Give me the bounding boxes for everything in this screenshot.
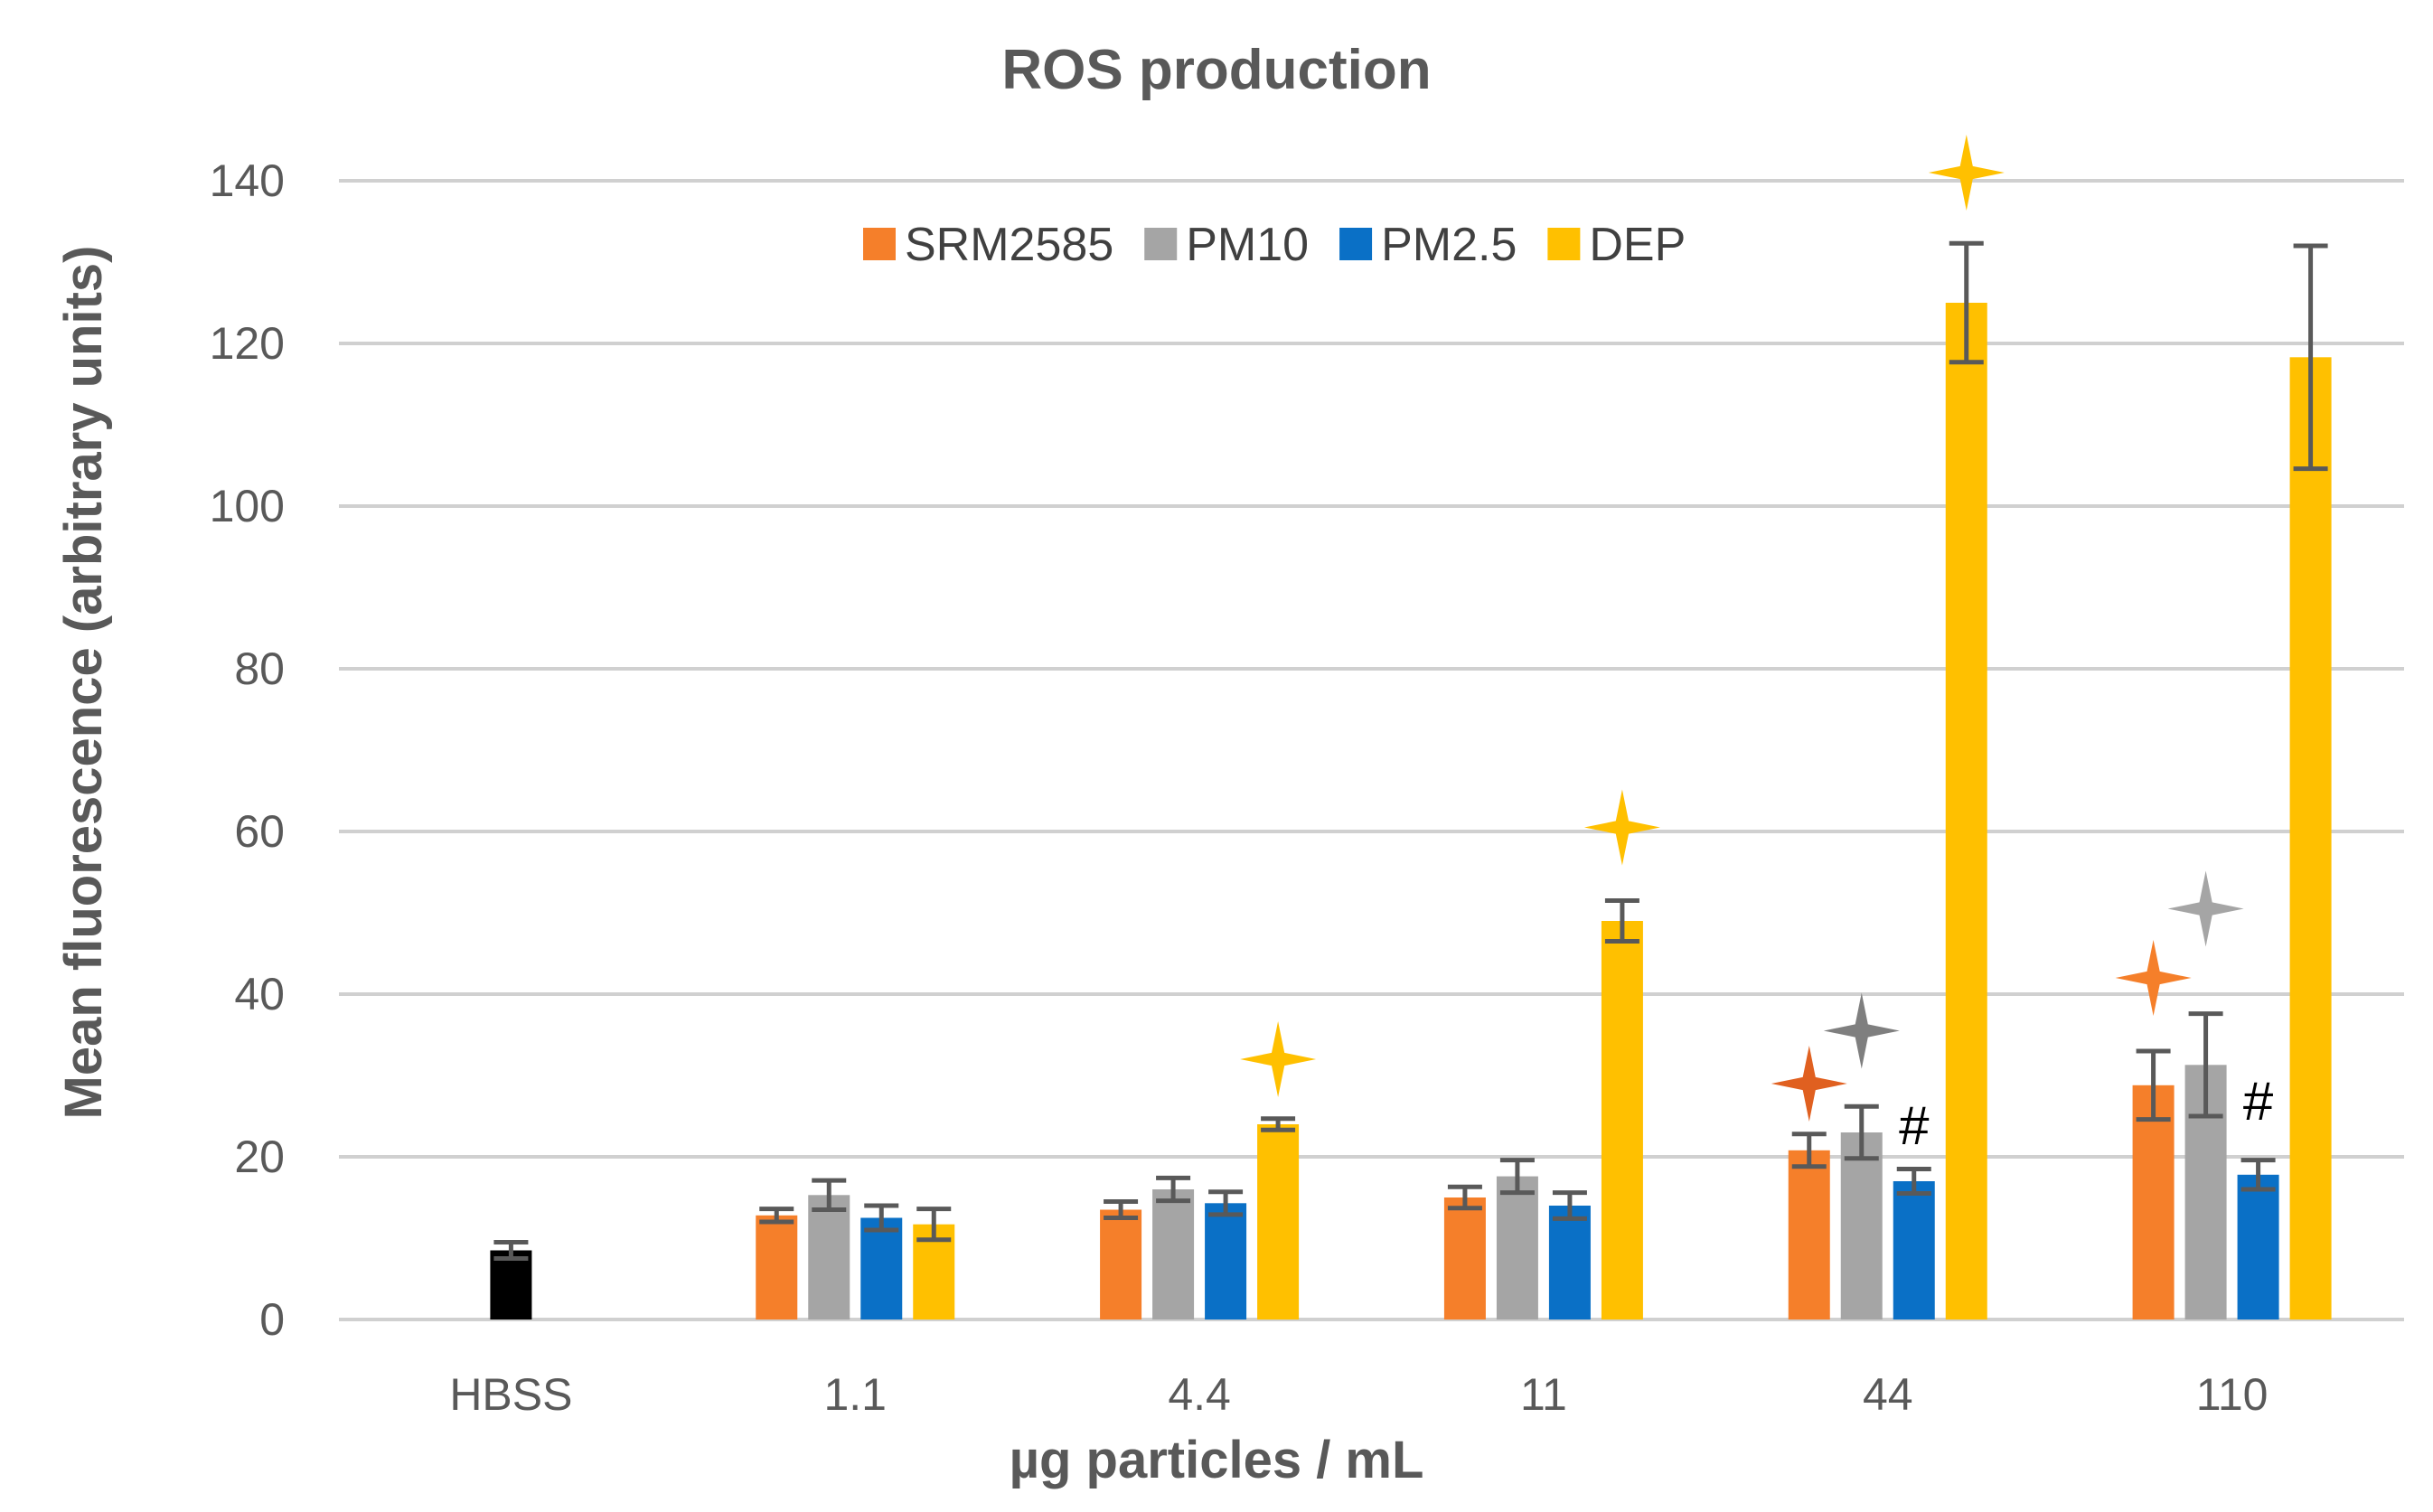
legend-swatch-DEP	[1547, 228, 1581, 260]
y-tick-80: 80	[234, 643, 285, 694]
hash-marker-PM2.5-44: #	[1899, 1095, 1930, 1156]
errorbar-PM10-11	[1499, 1158, 1535, 1196]
errorbar-SRM2585-110	[2136, 1048, 2171, 1122]
x-tick-1.1: 1.1	[823, 1369, 887, 1420]
star-marker-SRM2585-110	[2115, 940, 2192, 1016]
y-tick-60: 60	[234, 806, 285, 857]
bar-DEP-44	[1945, 303, 1987, 1319]
star-marker-DEP-11	[1583, 789, 1660, 866]
bar-PM10-4.4	[1152, 1189, 1195, 1319]
errorbar-PM2.5-11	[1552, 1190, 1587, 1221]
y-tick-140: 140	[210, 155, 285, 206]
x-tick-44: 44	[1863, 1369, 1913, 1420]
bar-PM2.5-44	[1893, 1181, 1935, 1319]
bar-PM10-11	[1496, 1176, 1538, 1319]
legend-label-DEP: DEP	[1589, 219, 1686, 271]
errorbar-PM2.5-110	[2240, 1158, 2276, 1192]
bar-SRM2585-110	[2132, 1085, 2175, 1319]
bar-PM2.5-4.4	[1205, 1203, 1247, 1319]
errorbar-PM2.5-1.1	[864, 1203, 899, 1233]
x-tick-110: 110	[2196, 1369, 2269, 1420]
significance-markers: # #	[1240, 135, 2274, 1156]
gridlines	[339, 179, 2404, 1321]
errorbar-SRM2585-4.4	[1104, 1199, 1139, 1220]
bar-SRM2585-4.4	[1100, 1209, 1142, 1319]
errorbar-PM10-44	[1844, 1103, 1879, 1161]
legend: SRM2585 PM10 PM2.5 DEP	[863, 219, 1686, 271]
chart-title: ROS production	[1001, 39, 1431, 101]
y-tick-40: 40	[234, 969, 285, 1019]
errorbar-DEP-4.4	[1261, 1116, 1296, 1132]
legend-label-PM10: PM10	[1186, 219, 1309, 271]
errorbar-SRM2585-11	[1447, 1184, 1482, 1211]
bar-PM10-1.1	[808, 1195, 850, 1319]
errorbar-PM10-4.4	[1156, 1175, 1191, 1204]
errorbar-PM10-1.1	[812, 1178, 847, 1212]
errorbar-DEP-110	[2293, 243, 2328, 472]
y-tick-100: 100	[210, 481, 285, 531]
legend-swatch-SRM2585	[863, 228, 896, 260]
x-tick-4.4: 4.4	[1168, 1369, 1231, 1420]
y-axis-label: Mean fluorescence (arbitrary units)	[54, 246, 113, 1120]
bar-PM10-44	[1840, 1132, 1883, 1319]
error-bars	[493, 240, 2328, 1261]
legend-swatch-PM2.5	[1339, 228, 1373, 260]
errorbar-HBSS	[493, 1240, 529, 1261]
y-tick-120: 120	[210, 318, 285, 369]
errorbar-DEP-44	[1949, 240, 1984, 365]
x-tick-HBSS: HBSS	[449, 1369, 572, 1420]
legend-label-PM2.5: PM2.5	[1381, 219, 1517, 271]
x-axis-label: µg particles / mL	[1010, 1431, 1424, 1489]
star-marker-PM10-44	[1823, 992, 1900, 1069]
bar-SRM2585-44	[1788, 1150, 1830, 1319]
errorbar-DEP-1.1	[916, 1207, 952, 1243]
x-tick-11: 11	[1520, 1369, 1567, 1420]
y-tick-20: 20	[234, 1132, 285, 1182]
errorbar-SRM2585-44	[1791, 1132, 1827, 1169]
bar-DEP-4.4	[1257, 1124, 1300, 1319]
y-tick-labels: 0 20 40 60 80 100 120 140	[210, 155, 285, 1345]
star-marker-PM10-110	[2167, 870, 2244, 947]
bar-DEP-11	[1601, 921, 1643, 1319]
star-marker-SRM2585-44	[1771, 1046, 1847, 1122]
bar-SRM2585-1.1	[756, 1215, 798, 1319]
bar-PM2.5-1.1	[860, 1217, 903, 1319]
y-tick-0: 0	[259, 1294, 285, 1345]
errorbar-PM2.5-4.4	[1208, 1189, 1244, 1217]
bar-SRM2585-11	[1443, 1197, 1486, 1319]
bars	[490, 303, 2332, 1319]
star-marker-DEP-4.4	[1240, 1021, 1317, 1097]
legend-label-SRM2585: SRM2585	[905, 219, 1113, 271]
star-marker-DEP-44	[1928, 135, 2005, 211]
bar-DEP-110	[2289, 357, 2332, 1319]
bar-PM2.5-110	[2237, 1174, 2279, 1319]
errorbar-PM10-110	[2188, 1011, 2223, 1119]
errorbar-DEP-11	[1604, 898, 1639, 944]
bar-HBSS	[490, 1250, 532, 1319]
errorbar-PM2.5-44	[1896, 1167, 1931, 1196]
bar-PM2.5-11	[1548, 1206, 1591, 1319]
hash-marker-PM2.5-110: #	[2243, 1071, 2274, 1132]
x-tick-labels: HBSS 1.1 4.4 11 44 110	[449, 1369, 2268, 1420]
errorbar-SRM2585-1.1	[759, 1207, 794, 1225]
legend-swatch-PM10	[1144, 228, 1178, 260]
